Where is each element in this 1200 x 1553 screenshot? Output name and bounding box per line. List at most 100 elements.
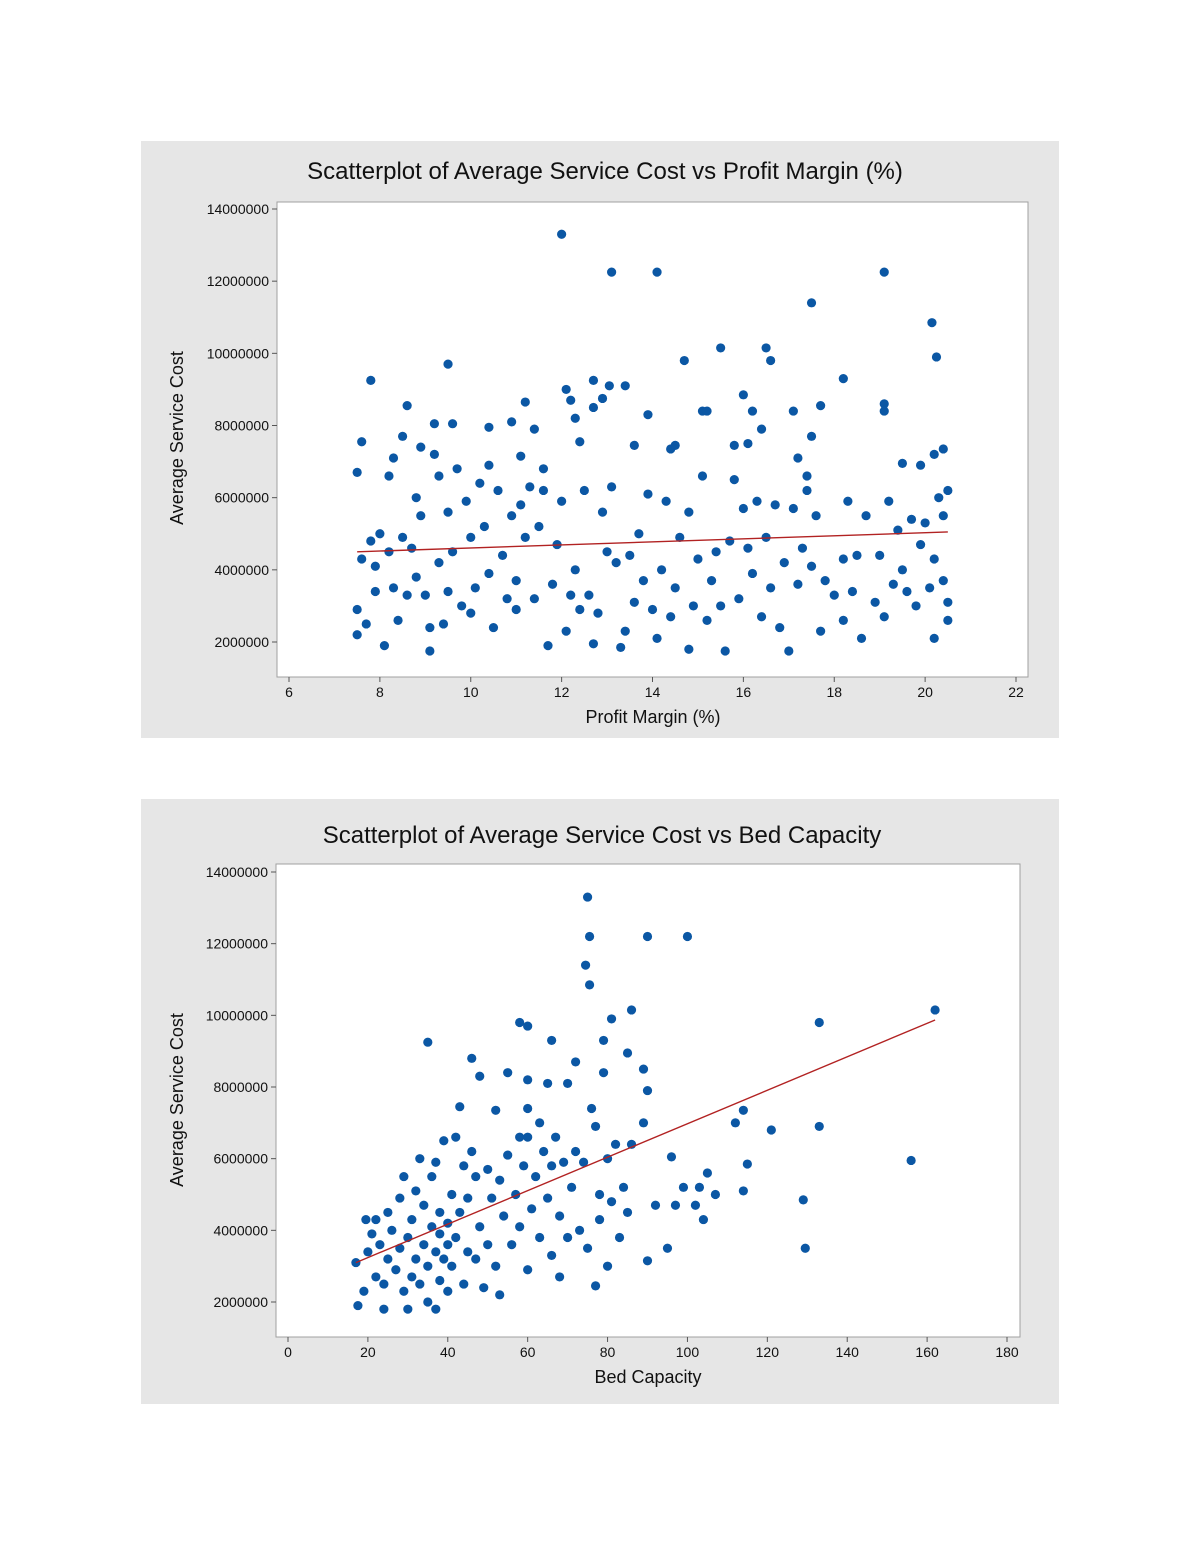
- data-point: [610, 1139, 621, 1149]
- data-point: [743, 543, 753, 553]
- data-point: [353, 1300, 363, 1311]
- data-point: [666, 612, 676, 622]
- data-point: [590, 1281, 601, 1291]
- data-point: [415, 1154, 425, 1164]
- data-point: [516, 500, 526, 510]
- data-point: [493, 485, 503, 496]
- data-point: [419, 1200, 429, 1210]
- data-point: [879, 406, 889, 416]
- data-point: [582, 1243, 593, 1253]
- data-point: [491, 1105, 501, 1115]
- data-point: [425, 646, 435, 656]
- data-point: [403, 1304, 413, 1314]
- data-point: [387, 1225, 397, 1235]
- data-point: [555, 1211, 565, 1221]
- data-point: [579, 485, 589, 496]
- data-point: [466, 608, 476, 618]
- data-point: [879, 612, 889, 622]
- data-point: [407, 1272, 417, 1282]
- data-point: [383, 1207, 393, 1218]
- data-point: [806, 298, 817, 308]
- data-point: [431, 1157, 441, 1167]
- data-point: [929, 449, 939, 459]
- data-point: [525, 482, 535, 492]
- data-point: [679, 355, 689, 366]
- y-tick-label: 14000000: [206, 864, 269, 880]
- data-point: [515, 1017, 525, 1028]
- data-point: [682, 931, 693, 942]
- data-point: [925, 583, 935, 593]
- data-point: [584, 931, 595, 942]
- data-point: [391, 1265, 401, 1275]
- data-point: [429, 449, 439, 459]
- y-tick-label: 14000000: [207, 201, 270, 217]
- y-tick-label: 8000000: [214, 418, 269, 434]
- data-point: [852, 550, 862, 560]
- x-tick-label: 160: [915, 1344, 939, 1360]
- data-point: [902, 586, 912, 597]
- data-point: [557, 496, 567, 506]
- data-point: [447, 1261, 457, 1271]
- data-point: [884, 496, 894, 506]
- data-point: [523, 1132, 533, 1142]
- data-point: [598, 1035, 609, 1046]
- data-point: [434, 558, 444, 568]
- data-point: [793, 579, 803, 589]
- data-point: [423, 1297, 433, 1307]
- data-point: [411, 572, 421, 582]
- data-point: [357, 554, 367, 564]
- data-point: [838, 554, 848, 564]
- data-point: [604, 381, 614, 391]
- data-point: [516, 451, 526, 461]
- data-point: [535, 1118, 545, 1128]
- data-point: [598, 1068, 609, 1078]
- data-point: [788, 406, 798, 416]
- data-point: [602, 547, 612, 557]
- data-point: [479, 521, 489, 532]
- data-point: [523, 1103, 533, 1114]
- data-point: [351, 1257, 361, 1268]
- y-tick-label: 12000000: [207, 273, 270, 289]
- y-axis-label: Average Service Cost: [167, 351, 187, 525]
- data-point: [535, 1232, 545, 1243]
- data-point: [425, 622, 435, 633]
- data-point: [798, 1195, 808, 1205]
- data-point: [698, 1214, 709, 1225]
- chart-panel-profit-margin: Scatterplot of Average Service Cost vs P…: [141, 141, 1059, 738]
- data-point: [838, 615, 848, 625]
- data-point: [543, 641, 553, 651]
- data-point: [379, 641, 390, 651]
- data-point: [419, 1240, 429, 1250]
- y-tick-label: 6000000: [213, 1151, 268, 1167]
- data-point: [906, 1155, 916, 1166]
- data-point: [711, 547, 721, 557]
- data-point: [847, 586, 858, 597]
- data-point: [766, 355, 776, 366]
- data-point: [507, 417, 517, 427]
- data-point: [766, 583, 776, 593]
- data-point: [375, 529, 385, 539]
- data-point: [402, 401, 412, 411]
- data-point: [742, 1159, 752, 1169]
- data-point: [527, 1204, 537, 1214]
- data-point: [770, 500, 780, 510]
- data-point: [811, 511, 821, 521]
- x-axis-label: Bed Capacity: [594, 1367, 701, 1387]
- data-point: [820, 576, 830, 586]
- data-point: [690, 1200, 701, 1210]
- x-tick-label: 60: [520, 1344, 536, 1360]
- data-point: [611, 558, 621, 568]
- data-point: [491, 1261, 501, 1271]
- data-point: [557, 229, 567, 239]
- data-point: [375, 1240, 385, 1250]
- data-point: [457, 601, 467, 611]
- y-tick-label: 4000000: [214, 562, 269, 578]
- y-tick-label: 8000000: [213, 1079, 268, 1095]
- data-point: [561, 626, 571, 636]
- data-point: [915, 460, 926, 470]
- data-point: [716, 601, 726, 611]
- data-point: [875, 550, 885, 560]
- data-point: [788, 503, 798, 514]
- data-point: [423, 1261, 433, 1271]
- data-point: [620, 381, 630, 391]
